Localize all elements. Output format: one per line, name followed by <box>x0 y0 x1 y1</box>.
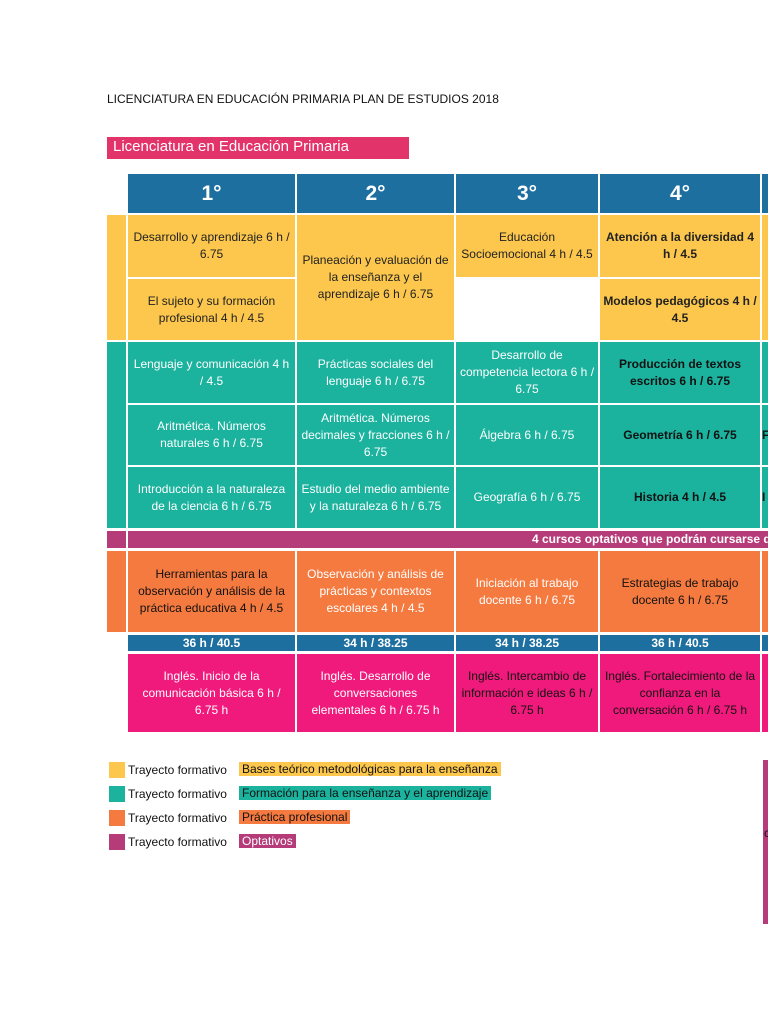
course-cell: Introducción a la naturaleza de la cienc… <box>128 467 295 528</box>
course-cell: Inglés. Inicio de la comunicación básica… <box>128 654 295 732</box>
course-cell: Planeación y evaluación de la enseñanza … <box>297 215 454 340</box>
course-cell: Lenguaje y comunicación 4 h / 4.5 <box>128 342 295 403</box>
cut-cell <box>762 342 768 403</box>
semester-total: 36 h / 40.5 <box>600 635 760 651</box>
cut-cell <box>762 215 768 340</box>
cut-cell: F <box>762 405 768 465</box>
course-cell: Inglés. Intercambio de información e ide… <box>456 654 598 732</box>
optativos-band: 4 cursos optativos que podrán cursarse d… <box>128 531 768 548</box>
course-cell: Observación y análisis de prácticas y co… <box>297 551 454 632</box>
course-cell: Atención a la diversidad 4 h / 4.5 <box>600 215 760 277</box>
semester-total: 34 h / 38.25 <box>297 635 454 651</box>
semester-header-2: 2° <box>297 174 454 213</box>
optativos-side-bar <box>107 531 126 548</box>
course-cell: Geografía 6 h / 6.75 <box>456 467 598 528</box>
semester-total: 34 h / 38.25 <box>456 635 598 651</box>
legend-swatch-bases <box>109 762 125 778</box>
semester-header-4: 4° <box>600 174 760 213</box>
legend-swatch-practica <box>109 810 125 826</box>
course-cell: Herramientas para la observación y análi… <box>128 551 295 632</box>
program-banner: Licenciatura en Educación Primaria <box>107 137 409 159</box>
legend-label: Trayecto formativo <box>128 763 227 777</box>
course-cell: Desarrollo de competencia lectora 6 h / … <box>456 342 598 403</box>
course-cell: Iniciación al trabajo docente 6 h / 6.75 <box>456 551 598 632</box>
course-cell: Aritmética. Números naturales 6 h / 6.75 <box>128 405 295 465</box>
course-cell: Inglés. Desarrollo de conversaciones ele… <box>297 654 454 732</box>
course-cell: Inglés. Fortalecimiento de la confianza … <box>600 654 760 732</box>
course-cell: Modelos pedagógicos 4 h / 4.5 <box>600 279 760 340</box>
course-cell: Educación Socioemocional 4 h / 4.5 <box>456 215 598 277</box>
semester-header-1: 1° <box>128 174 295 213</box>
formacion-side-bar <box>107 342 126 528</box>
semester-header-3: 3° <box>456 174 598 213</box>
legend-name-optativos: Optativos <box>239 834 296 848</box>
course-cell: Geometría 6 h / 6.75 <box>600 405 760 465</box>
document-title: LICENCIATURA EN EDUCACIÓN PRIMARIA PLAN … <box>107 92 499 106</box>
course-cell: El sujeto y su formación profesional 4 h… <box>128 279 295 340</box>
legend-name-formacion: Formación para la enseñanza y el aprendi… <box>239 786 492 800</box>
cut-cell <box>762 551 768 632</box>
course-cell: Desarrollo y aprendizaje 6 h / 6.75 <box>128 215 295 277</box>
course-cell: Aritmética. Números decimales y fraccion… <box>297 405 454 465</box>
course-cell: Álgebra 6 h / 6.75 <box>456 405 598 465</box>
course-cell: Historia 4 h / 4.5 <box>600 467 760 528</box>
semester-total-cut <box>762 635 768 651</box>
cut-side-box <box>763 760 768 924</box>
semester-header-cut <box>762 174 768 213</box>
legend-label: Trayecto formativo <box>128 787 227 801</box>
course-cell: Producción de textos escritos 6 h / 6.75 <box>600 342 760 403</box>
course-cell: Estudio del medio ambiente y la naturale… <box>297 467 454 528</box>
course-cell: Estrategias de trabajo docente 6 h / 6.7… <box>600 551 760 632</box>
practica-side-bar <box>107 551 126 632</box>
course-cell: Prácticas sociales del lenguaje 6 h / 6.… <box>297 342 454 403</box>
legend-swatch-optativos <box>109 834 125 850</box>
legend-label: Trayecto formativo <box>128 835 227 849</box>
semester-total: 36 h / 40.5 <box>128 635 295 651</box>
legend-swatch-formacion <box>109 786 125 802</box>
cut-cell: I <box>762 467 768 528</box>
legend-name-bases: Bases teórico metodológicas para la ense… <box>239 762 501 776</box>
cut-cell <box>762 654 768 732</box>
bases-side-bar <box>107 215 126 340</box>
legend-name-practica: Práctica profesional <box>239 810 351 824</box>
legend-label: Trayecto formativo <box>128 811 227 825</box>
cut-side-text: c <box>764 826 768 840</box>
